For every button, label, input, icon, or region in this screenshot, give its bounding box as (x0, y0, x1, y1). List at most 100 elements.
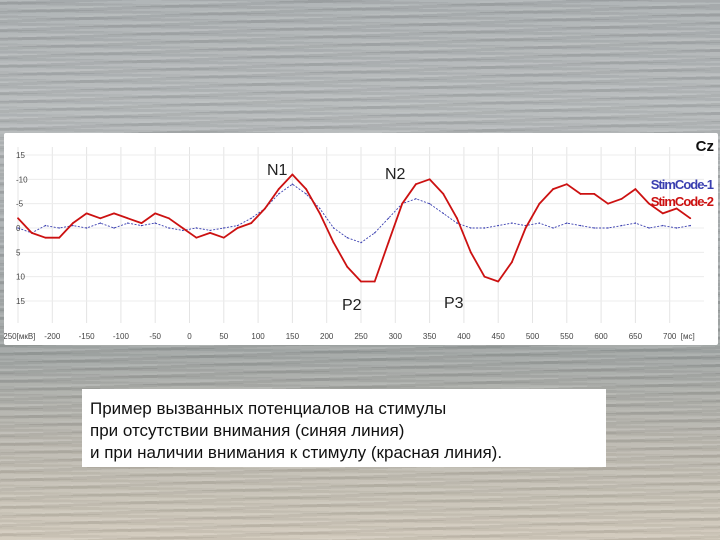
series-point-stimcode-2 (620, 197, 623, 200)
x-tick-label: 150 (286, 332, 300, 341)
series-point-stimcode-2 (44, 236, 47, 239)
series-point-stimcode-1 (566, 222, 568, 224)
series-point-stimcode-2 (689, 217, 692, 220)
x-tick-label: 100 (251, 332, 265, 341)
series-point-stimcode-1 (607, 227, 609, 229)
series-point-stimcode-1 (99, 222, 102, 224)
series-point-stimcode-1 (442, 212, 445, 215)
series-point-stimcode-1 (428, 202, 431, 205)
series-point-stimcode-2 (565, 183, 568, 186)
series-point-stimcode-2 (675, 207, 678, 210)
series-point-stimcode-2 (538, 202, 541, 205)
annotation-p3: P3 (444, 295, 464, 312)
series-point-stimcode-2 (113, 212, 115, 215)
series-point-stimcode-2 (497, 280, 500, 283)
series-point-stimcode-1 (168, 227, 170, 229)
caption-line-3: и при наличии внимания к стимулу (красна… (90, 443, 503, 462)
series-point-stimcode-1 (127, 222, 129, 224)
series-point-stimcode-2 (469, 251, 472, 254)
series-point-stimcode-2 (401, 202, 404, 205)
series-point-stimcode-2 (99, 217, 102, 220)
series-point-stimcode-1 (511, 222, 513, 224)
x-tick-label: 350 (423, 332, 437, 341)
x-tick-label: 250 (354, 332, 368, 341)
series-point-stimcode-2 (71, 222, 74, 225)
x-tick-label: -200 (44, 332, 61, 341)
series-point-stimcode-2 (332, 241, 335, 244)
y-tick-label: 10 (16, 273, 25, 282)
series-point-stimcode-1 (620, 224, 623, 227)
series-point-stimcode-1 (552, 227, 554, 229)
x-tick-label: 550 (560, 332, 574, 341)
series-point-stimcode-2 (168, 217, 170, 220)
x-tick-label: -50 (149, 332, 161, 341)
series-point-stimcode-1 (181, 229, 184, 232)
series-point-stimcode-1 (140, 224, 143, 227)
x-tick-label: -150 (79, 332, 96, 341)
series-point-stimcode-2 (291, 173, 294, 176)
series-point-stimcode-1 (579, 224, 582, 227)
x-tick-label: 300 (389, 332, 403, 341)
series-point-stimcode-2 (483, 275, 486, 278)
series-point-stimcode-2 (30, 231, 33, 234)
series-point-stimcode-1 (305, 193, 307, 195)
series-point-stimcode-1 (387, 217, 390, 219)
series-point-stimcode-2 (634, 188, 637, 190)
series-point-stimcode-2 (414, 183, 417, 186)
series-point-stimcode-2 (607, 202, 609, 205)
series-point-stimcode-1 (415, 198, 417, 200)
series-point-stimcode-1 (648, 227, 650, 229)
series-point-stimcode-1 (277, 193, 280, 195)
series-point-stimcode-1 (675, 227, 678, 229)
series-point-stimcode-1 (154, 222, 156, 224)
y-tick-label: -10 (16, 175, 28, 184)
x-tick-label: 600 (594, 332, 608, 341)
series-point-stimcode-1 (360, 241, 362, 244)
y-tick-label: 15 (16, 151, 25, 160)
annotation-p2: P2 (342, 297, 362, 314)
x-tick-label: 50 (219, 332, 228, 341)
series-point-stimcode-2 (360, 280, 362, 283)
series-point-stimcode-2 (250, 222, 253, 225)
erp-chart: -250[мкВ] -200 -150 -100 -50 0 50 100 150 200 250 3… (4, 138, 715, 341)
series-point-stimcode-2 (456, 217, 458, 220)
series-point-stimcode-1 (44, 224, 47, 227)
series-point-stimcode-2 (648, 202, 651, 205)
series-point-stimcode-1 (374, 232, 376, 234)
series-point-stimcode-1 (497, 224, 499, 227)
series-point-stimcode-1 (236, 224, 239, 227)
legend-entry-stimcode-2: StimCode-2 (651, 194, 714, 209)
series-point-stimcode-2 (277, 188, 280, 190)
series-point-stimcode-2 (209, 231, 211, 234)
y-tick-label: -5 (16, 200, 24, 209)
x-tick-label: -250[мкВ] (4, 332, 35, 341)
labels: -250[мкВ] -200 -150 -100 -50 0 50 100 150 200 250 3… (4, 138, 715, 341)
y-tick-label: 5 (16, 248, 21, 257)
x-unit-label: [мс] (681, 332, 695, 341)
series-point-stimcode-1 (483, 227, 486, 229)
series-point-stimcode-1 (593, 227, 595, 229)
series-point-stimcode-2 (387, 241, 390, 244)
series-point-stimcode-1 (17, 227, 19, 229)
series-point-stimcode-2 (511, 261, 513, 263)
y-tick-label: 15 (16, 297, 25, 306)
series-point-stimcode-2 (346, 266, 349, 268)
series-point-stimcode-2 (579, 193, 582, 195)
series-point-stimcode-1 (72, 224, 74, 227)
series-point-stimcode-1 (85, 227, 88, 229)
legend-entry-stimcode-1: StimCode-1 (651, 177, 714, 192)
series-point-stimcode-2 (140, 222, 143, 225)
caption-box (82, 389, 606, 467)
grid (17, 147, 704, 323)
series-point-stimcode-1 (319, 207, 321, 210)
series-point-stimcode-2 (264, 207, 266, 210)
series-point-stimcode-1 (689, 224, 691, 227)
series-point-stimcode-1 (58, 227, 60, 229)
series-point-stimcode-1 (209, 229, 211, 232)
x-tick-label: 500 (526, 332, 540, 341)
series-layer (17, 173, 692, 283)
x-tick-label: 0 (187, 332, 192, 341)
series-point-stimcode-2 (222, 236, 225, 239)
series-point-stimcode-1 (250, 217, 252, 219)
series-point-stimcode-1 (332, 227, 335, 229)
